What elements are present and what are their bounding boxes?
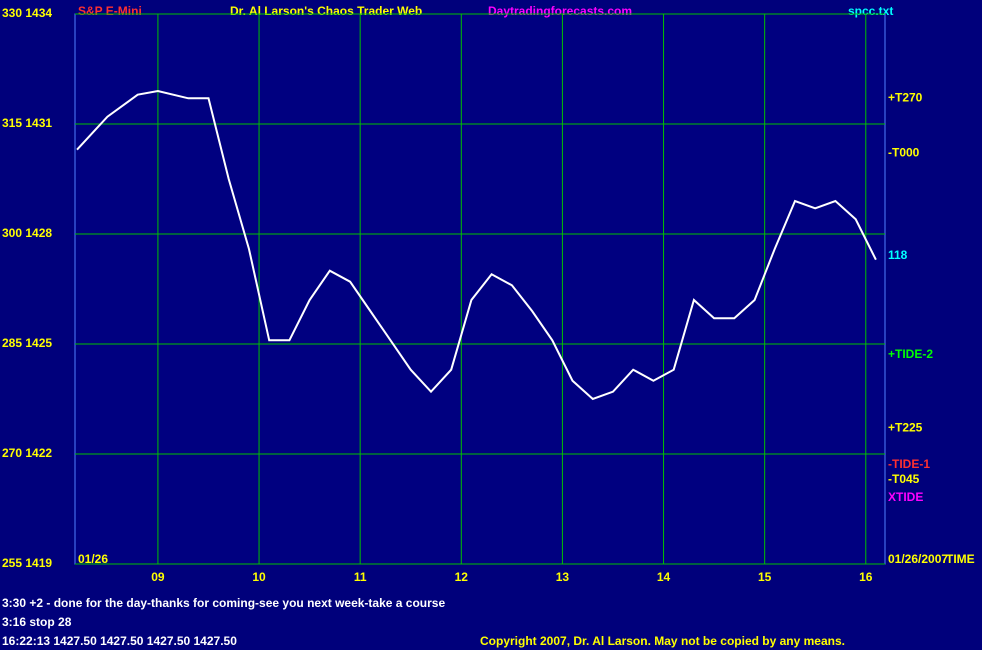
x-tick-label: 10 [252, 570, 266, 584]
website: Daytradingforecasts.com [488, 4, 632, 18]
level-label: +TIDE-2 [888, 347, 933, 361]
level-label: 118 [888, 248, 908, 262]
x-tick-label: 12 [455, 570, 469, 584]
level-label: +T225 [888, 421, 923, 435]
date-start: 01/26 [78, 552, 108, 566]
y-tick-label: 315 1431 [2, 116, 52, 130]
x-tick-label: 09 [151, 570, 165, 584]
x-tick-label: 13 [556, 570, 570, 584]
subtitle: Dr. Al Larson's Chaos Trader Web [230, 4, 422, 18]
y-tick-label: 330 1434 [2, 6, 52, 20]
x-tick-label: 15 [758, 570, 772, 584]
level-label: -T000 [888, 146, 920, 160]
note: 3:30 +2 - done for the day-thanks for co… [2, 596, 445, 610]
y-tick-label: 270 1422 [2, 446, 52, 460]
note: 16:22:13 1427.50 1427.50 1427.50 1427.50 [2, 634, 237, 648]
level-label: +T270 [888, 91, 923, 105]
x-tick-label: 11 [354, 570, 367, 584]
price-line [76, 89, 877, 401]
y-tick-label: 255 1419 [2, 556, 52, 570]
note: 3:16 stop 28 [2, 615, 72, 629]
x-tick-label: 16 [859, 570, 873, 584]
date-end: 01/26/2007 [888, 552, 948, 566]
chart-title: S&P E-Mini [78, 4, 142, 18]
y-tick-label: 300 1428 [2, 226, 52, 240]
copyright: Copyright 2007, Dr. Al Larson. May not b… [480, 634, 845, 648]
level-label: XTIDE [888, 490, 923, 504]
y-tick-label: 285 1425 [2, 336, 52, 350]
source: spcc.txt [848, 4, 893, 18]
time-label: TIME [946, 552, 975, 566]
level-label: -TIDE-1 [888, 457, 930, 471]
x-tick-label: 14 [657, 570, 671, 584]
level-label: -T045 [888, 472, 920, 486]
